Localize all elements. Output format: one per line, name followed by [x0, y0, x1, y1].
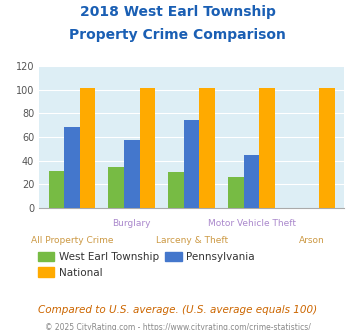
Text: Motor Vehicle Theft: Motor Vehicle Theft	[208, 219, 296, 228]
Bar	[49, 171, 64, 208]
Bar	[140, 88, 155, 208]
Bar	[168, 172, 184, 208]
Bar	[260, 88, 275, 208]
Text: All Property Crime: All Property Crime	[31, 236, 113, 245]
Text: Arson: Arson	[299, 236, 324, 245]
Bar	[124, 141, 140, 208]
Bar	[228, 177, 244, 208]
Bar	[109, 167, 124, 208]
Bar	[200, 88, 215, 208]
Text: 2018 West Earl Township: 2018 West Earl Township	[80, 5, 275, 19]
Bar	[64, 127, 80, 208]
Text: Property Crime Comparison: Property Crime Comparison	[69, 28, 286, 42]
Bar	[244, 155, 260, 208]
Legend: West Earl Township, National, Pennsylvania: West Earl Township, National, Pennsylvan…	[34, 248, 258, 282]
Bar	[80, 88, 95, 208]
Bar	[319, 88, 335, 208]
Text: © 2025 CityRating.com - https://www.cityrating.com/crime-statistics/: © 2025 CityRating.com - https://www.city…	[45, 323, 310, 330]
Bar	[184, 120, 200, 208]
Text: Burglary: Burglary	[113, 219, 151, 228]
Text: Larceny & Theft: Larceny & Theft	[155, 236, 228, 245]
Text: Compared to U.S. average. (U.S. average equals 100): Compared to U.S. average. (U.S. average …	[38, 305, 317, 315]
